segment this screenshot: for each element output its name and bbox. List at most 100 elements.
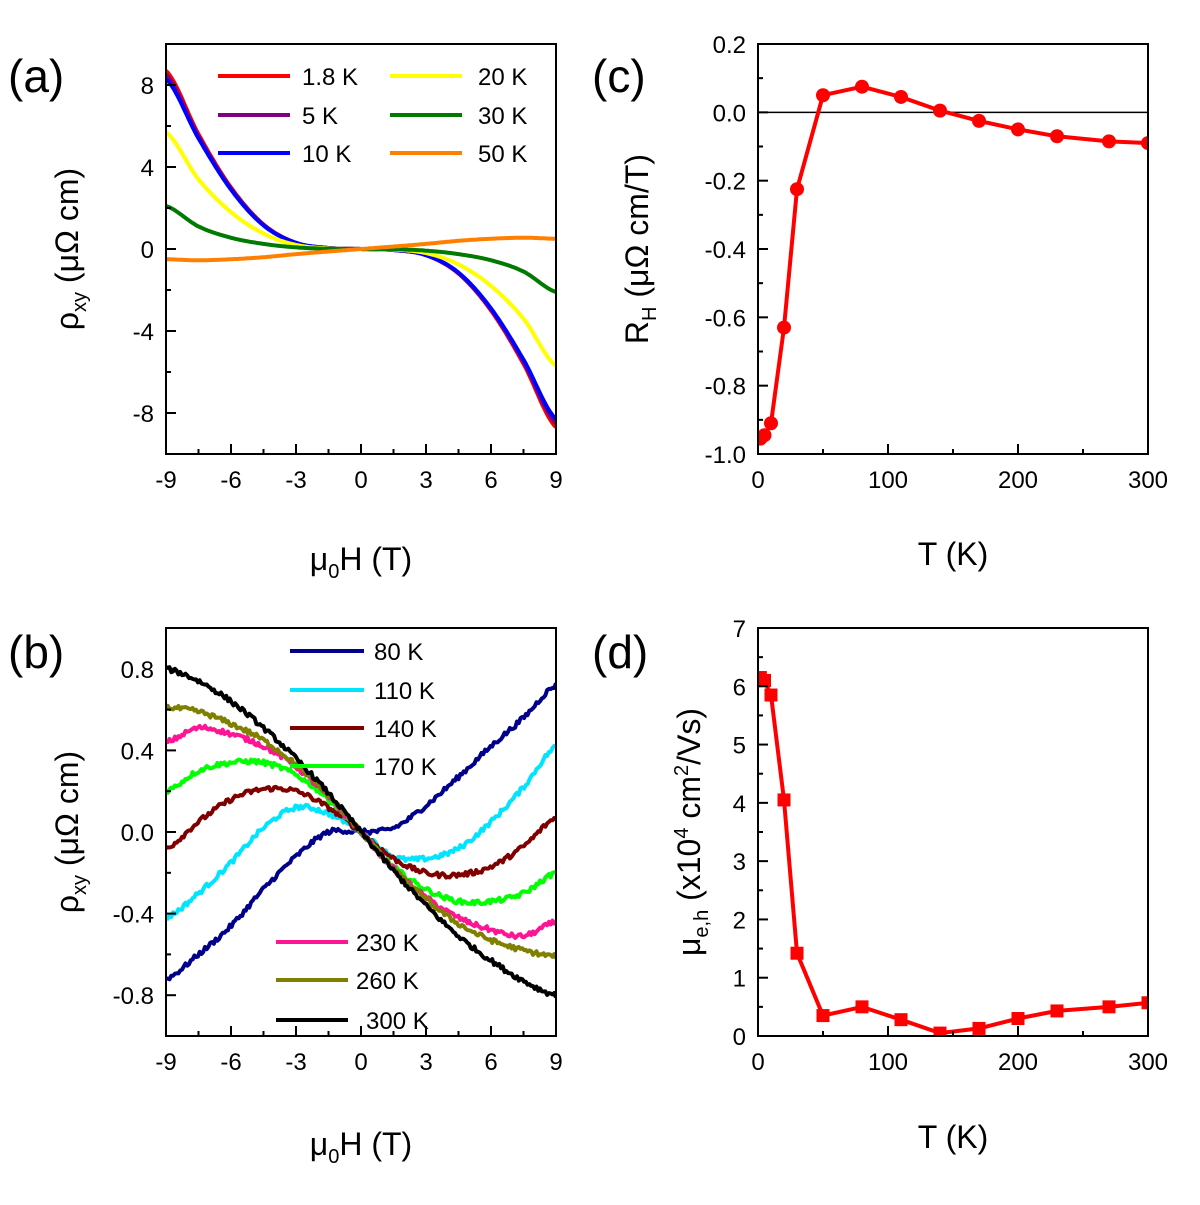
series-50k — [166, 235, 556, 263]
data-point — [764, 688, 778, 702]
data-point — [790, 182, 804, 197]
panel-c: (c) 0 100 200 300 -1.0 -0.8 -0.6 -0.4 -0.2 0.0 0.2 T… — [592, 32, 1168, 572]
x-tick-label: 100 — [868, 467, 908, 494]
data-point — [855, 1000, 869, 1014]
y-tick-label: -0.4 — [113, 902, 154, 929]
y-tick-label: 8 — [141, 73, 154, 100]
legend-label: 30 K — [478, 103, 527, 130]
panel-d: (d) 0 100 200 300 0 1 2 3 4 5 6 7 T (K) μe,h (x104 cm2… — [592, 616, 1168, 1155]
y-tick-label: -0.2 — [705, 169, 746, 196]
y-tick-label: 0.0 — [121, 820, 154, 847]
legend-label: 300 K — [366, 1008, 429, 1035]
series-line — [166, 665, 556, 999]
y-tick-label: 7 — [733, 616, 746, 643]
y-axis-title: μe,h (x104 cm2/Vs) — [671, 708, 713, 956]
panel-label: (c) — [592, 50, 646, 102]
data-point — [855, 79, 869, 94]
x-tick-label: -6 — [220, 1049, 241, 1076]
x-tick-label: 9 — [549, 467, 562, 494]
x-tick-label: 0 — [354, 467, 367, 494]
legend-label: 110 K — [374, 678, 435, 705]
x-tick-label: -3 — [285, 1049, 306, 1076]
series-300k — [166, 665, 556, 999]
panel-label: (a) — [8, 50, 64, 102]
panel-label: (b) — [8, 626, 64, 678]
y-tick-label: -0.4 — [705, 237, 746, 264]
x-axis-title: μ0H (T) — [310, 541, 412, 583]
plot-frame — [757, 43, 1149, 455]
x-tick-label: 3 — [419, 1049, 432, 1076]
y-axis-title: ρxy (μΩ cm) — [49, 751, 91, 913]
data-point — [777, 793, 791, 807]
series-line — [166, 235, 556, 263]
y-tick-label: 0.8 — [121, 657, 154, 684]
data-point — [933, 103, 947, 118]
y-tick-label: -0.8 — [705, 374, 746, 401]
x-tick-label: 200 — [998, 1049, 1038, 1076]
y-tick-label: 0 — [733, 1024, 746, 1051]
data-point — [1050, 129, 1064, 144]
data-point — [1011, 122, 1025, 137]
y-axis-title: RH (μΩ cm/T) — [619, 154, 661, 344]
x-tick-label: 6 — [484, 467, 497, 494]
legend-label: 80 K — [374, 639, 423, 666]
x-axis-title: T (K) — [918, 536, 989, 572]
x-tick-label: 100 — [868, 1049, 908, 1076]
legend-label: 140 K — [374, 716, 437, 743]
y-axis-title: ρxy (μΩ cm) — [49, 168, 91, 330]
panel-b: (b) -9 -6 -3 0 3 6 9 -0.8 -0.4 0.0 0.4 0.8 μ0H (T) ρxy… — [8, 626, 563, 1168]
data-point — [758, 673, 771, 687]
legend-label: 170 K — [374, 754, 437, 781]
series-mobility — [758, 671, 1148, 1036]
y-tick-label: 2 — [733, 907, 746, 934]
data-point — [790, 946, 804, 960]
data-point — [1141, 136, 1148, 151]
y-tick-label: -8 — [133, 401, 154, 428]
data-point — [933, 1026, 947, 1036]
series-line — [759, 675, 1148, 1036]
x-axis-title: T (K) — [918, 1119, 989, 1155]
x-tick-label: 9 — [549, 1049, 562, 1076]
legend-label: 10 K — [302, 141, 351, 168]
panel-label: (d) — [592, 626, 648, 678]
x-tick-label: -9 — [155, 1049, 176, 1076]
data-point — [972, 113, 986, 128]
y-tick-label: 0.0 — [713, 100, 746, 127]
data-point — [764, 416, 778, 431]
x-tick-label: 3 — [419, 467, 432, 494]
plot-frame — [757, 627, 1149, 1037]
data-point — [1050, 1004, 1064, 1018]
data-point — [1102, 134, 1116, 149]
legend-label: 5 K — [302, 103, 338, 130]
x-tick-label: 0 — [751, 1049, 764, 1076]
x-tick-label: 200 — [998, 467, 1038, 494]
x-tick-label: -3 — [285, 467, 306, 494]
y-tick-label: 0.2 — [713, 32, 746, 59]
y-tick-label: 0.4 — [121, 738, 154, 765]
x-tick-label: 300 — [1128, 467, 1168, 494]
data-point — [894, 89, 908, 104]
y-tick-label: -0.8 — [113, 983, 154, 1010]
x-tick-label: 0 — [751, 467, 764, 494]
legend-label: 20 K — [478, 64, 527, 91]
y-tick-label: 4 — [733, 791, 746, 818]
x-axis-title: μ0H (T) — [310, 1126, 412, 1168]
legend: 80 K 110 K 140 K 170 K 230 K 260 K 300 K — [276, 639, 437, 1035]
y-tick-label: 3 — [733, 849, 746, 876]
x-tick-label: -6 — [220, 467, 241, 494]
x-tick-label: 0 — [354, 1049, 367, 1076]
legend-label: 260 K — [356, 968, 419, 995]
legend-label: 1.8 K — [302, 64, 358, 91]
y-tick-label: 5 — [733, 733, 746, 760]
y-tick-label: 6 — [733, 674, 746, 701]
x-tick-label: 6 — [484, 1049, 497, 1076]
y-tick-label: 4 — [141, 155, 154, 182]
series-line — [759, 84, 1148, 441]
y-tick-label: 0 — [141, 237, 154, 264]
data-point — [816, 88, 830, 103]
y-tick-label: -0.6 — [705, 305, 746, 332]
data-point — [777, 320, 791, 335]
y-tick-label: -4 — [133, 319, 154, 346]
